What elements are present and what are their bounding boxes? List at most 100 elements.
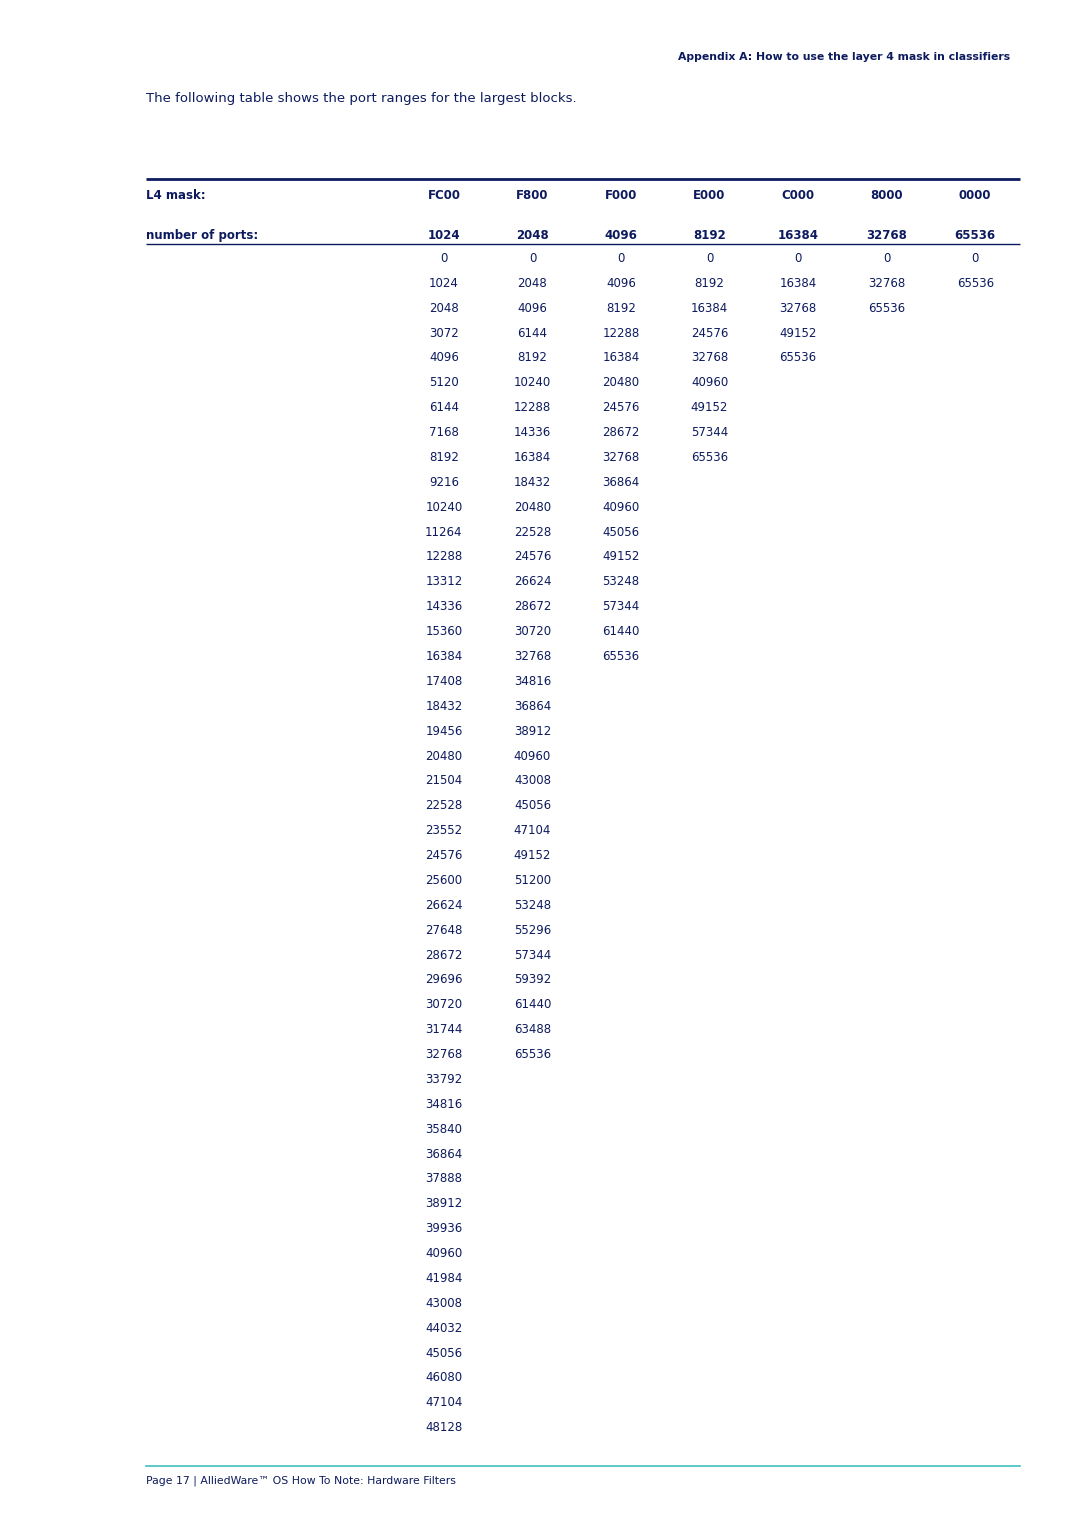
- Text: 11264: 11264: [426, 525, 462, 539]
- Text: 49152: 49152: [780, 327, 816, 339]
- Text: 0000: 0000: [959, 189, 991, 203]
- Text: 8192: 8192: [693, 229, 726, 243]
- Text: 4096: 4096: [605, 229, 637, 243]
- Text: 43008: 43008: [514, 774, 551, 788]
- Text: 6144: 6144: [517, 327, 548, 339]
- Text: 12288: 12288: [426, 551, 462, 563]
- Text: 32768: 32768: [603, 450, 639, 464]
- Text: 45056: 45056: [514, 799, 551, 812]
- Text: 0: 0: [883, 252, 890, 266]
- Text: 8000: 8000: [870, 189, 903, 203]
- Text: 46080: 46080: [426, 1371, 462, 1385]
- Text: 39936: 39936: [426, 1222, 462, 1235]
- Text: 22528: 22528: [426, 799, 462, 812]
- Text: 59392: 59392: [514, 973, 551, 986]
- Text: 12288: 12288: [603, 327, 639, 339]
- Text: 16384: 16384: [514, 450, 551, 464]
- Text: 40960: 40960: [691, 376, 728, 389]
- Text: 16384: 16384: [603, 351, 639, 365]
- Text: 7168: 7168: [429, 426, 459, 440]
- Text: 55296: 55296: [514, 924, 551, 936]
- Text: 24576: 24576: [514, 551, 551, 563]
- Text: 24576: 24576: [603, 402, 639, 414]
- Text: 65536: 65536: [957, 276, 994, 290]
- Text: 40960: 40960: [426, 1248, 462, 1260]
- Text: 1024: 1024: [429, 276, 459, 290]
- Text: 65536: 65536: [514, 1048, 551, 1061]
- Text: 20480: 20480: [603, 376, 639, 389]
- Text: 32768: 32768: [866, 229, 907, 243]
- Text: 16384: 16384: [426, 651, 462, 663]
- Text: 32768: 32768: [780, 302, 816, 315]
- Text: 2048: 2048: [516, 229, 549, 243]
- Text: 0: 0: [972, 252, 978, 266]
- Text: 49152: 49152: [603, 551, 639, 563]
- Text: 51200: 51200: [514, 873, 551, 887]
- Text: 14336: 14336: [426, 600, 462, 614]
- Text: 65536: 65536: [691, 450, 728, 464]
- Text: 0: 0: [795, 252, 801, 266]
- Text: 34816: 34816: [426, 1098, 462, 1110]
- Text: 34816: 34816: [514, 675, 551, 687]
- Text: 12288: 12288: [514, 402, 551, 414]
- Text: 26624: 26624: [426, 899, 462, 912]
- Text: 57344: 57344: [691, 426, 728, 440]
- Text: 4096: 4096: [606, 276, 636, 290]
- Text: 16384: 16384: [691, 302, 728, 315]
- Text: 28672: 28672: [603, 426, 639, 440]
- Text: 24576: 24576: [691, 327, 728, 339]
- Text: 8192: 8192: [429, 450, 459, 464]
- Text: 35840: 35840: [426, 1122, 462, 1136]
- Text: 65536: 65536: [780, 351, 816, 365]
- Text: 37888: 37888: [426, 1173, 462, 1185]
- Text: 31744: 31744: [426, 1023, 462, 1037]
- Text: 6144: 6144: [429, 402, 459, 414]
- Text: 18432: 18432: [514, 476, 551, 489]
- Text: 38912: 38912: [426, 1197, 462, 1211]
- Text: 19456: 19456: [426, 725, 462, 738]
- Text: 30720: 30720: [426, 999, 462, 1011]
- Text: 20480: 20480: [514, 501, 551, 513]
- Text: 32768: 32768: [514, 651, 551, 663]
- Text: Page 17 | AlliedWare™ OS How To Note: Hardware Filters: Page 17 | AlliedWare™ OS How To Note: Ha…: [146, 1475, 456, 1486]
- Text: 8192: 8192: [694, 276, 725, 290]
- Text: 8192: 8192: [517, 351, 548, 365]
- Text: 0: 0: [529, 252, 536, 266]
- Text: 0: 0: [441, 252, 447, 266]
- Text: 21504: 21504: [426, 774, 462, 788]
- Text: 14336: 14336: [514, 426, 551, 440]
- Text: 65536: 65536: [955, 229, 996, 243]
- Text: 36864: 36864: [514, 699, 551, 713]
- Text: 40960: 40960: [603, 501, 639, 513]
- Text: 53248: 53248: [514, 899, 551, 912]
- Text: 36864: 36864: [603, 476, 639, 489]
- Text: 49152: 49152: [691, 402, 728, 414]
- Text: 33792: 33792: [426, 1073, 462, 1086]
- Text: 49152: 49152: [514, 849, 551, 863]
- Text: 47104: 47104: [514, 825, 551, 837]
- Text: 5120: 5120: [429, 376, 459, 389]
- Text: 30720: 30720: [514, 625, 551, 638]
- Text: number of ports:: number of ports:: [146, 229, 258, 243]
- Text: 4096: 4096: [429, 351, 459, 365]
- Text: 32768: 32768: [691, 351, 728, 365]
- Text: 1024: 1024: [428, 229, 460, 243]
- Text: 44032: 44032: [426, 1322, 462, 1335]
- Text: The following table shows the port ranges for the largest blocks.: The following table shows the port range…: [146, 92, 577, 105]
- Text: 17408: 17408: [426, 675, 462, 687]
- Text: 10240: 10240: [426, 501, 462, 513]
- Text: 16384: 16384: [780, 276, 816, 290]
- Text: 18432: 18432: [426, 699, 462, 713]
- Text: 0: 0: [618, 252, 624, 266]
- Text: 23552: 23552: [426, 825, 462, 837]
- Text: F000: F000: [605, 189, 637, 203]
- Text: 57344: 57344: [603, 600, 639, 614]
- Text: FC00: FC00: [428, 189, 460, 203]
- Text: 45056: 45056: [603, 525, 639, 539]
- Text: 65536: 65536: [603, 651, 639, 663]
- Text: 45056: 45056: [426, 1347, 462, 1359]
- Text: 20480: 20480: [426, 750, 462, 762]
- Text: 3072: 3072: [429, 327, 459, 339]
- Text: E000: E000: [693, 189, 726, 203]
- Text: 13312: 13312: [426, 576, 462, 588]
